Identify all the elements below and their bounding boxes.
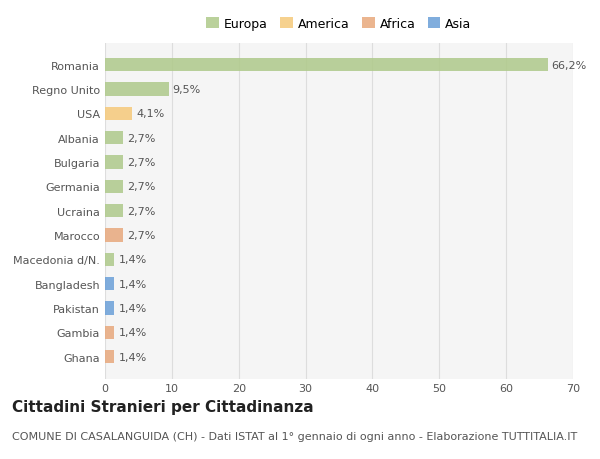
- Text: 1,4%: 1,4%: [118, 279, 146, 289]
- Bar: [105, 156, 123, 169]
- Bar: [105, 204, 123, 218]
- Bar: [105, 180, 123, 194]
- Bar: [105, 132, 123, 145]
- Text: 2,7%: 2,7%: [127, 230, 155, 241]
- Text: 1,4%: 1,4%: [118, 352, 146, 362]
- Text: 2,7%: 2,7%: [127, 133, 155, 143]
- Bar: [105, 253, 115, 266]
- Text: 9,5%: 9,5%: [173, 85, 201, 95]
- Bar: [105, 83, 169, 96]
- Text: Cittadini Stranieri per Cittadinanza: Cittadini Stranieri per Cittadinanza: [12, 399, 314, 414]
- Text: 2,7%: 2,7%: [127, 157, 155, 168]
- Text: 2,7%: 2,7%: [127, 182, 155, 192]
- Text: 1,4%: 1,4%: [118, 328, 146, 337]
- Bar: [105, 59, 548, 72]
- Text: 1,4%: 1,4%: [118, 255, 146, 265]
- Text: COMUNE DI CASALANGUIDA (CH) - Dati ISTAT al 1° gennaio di ogni anno - Elaborazio: COMUNE DI CASALANGUIDA (CH) - Dati ISTAT…: [12, 431, 577, 442]
- Text: 66,2%: 66,2%: [551, 61, 587, 71]
- Text: 1,4%: 1,4%: [118, 303, 146, 313]
- Bar: [105, 302, 115, 315]
- Legend: Europa, America, Africa, Asia: Europa, America, Africa, Asia: [206, 18, 472, 31]
- Bar: [105, 277, 115, 291]
- Text: 4,1%: 4,1%: [136, 109, 164, 119]
- Bar: [105, 229, 123, 242]
- Bar: [105, 326, 115, 339]
- Bar: [105, 107, 133, 121]
- Text: 2,7%: 2,7%: [127, 206, 155, 216]
- Bar: [105, 350, 115, 364]
